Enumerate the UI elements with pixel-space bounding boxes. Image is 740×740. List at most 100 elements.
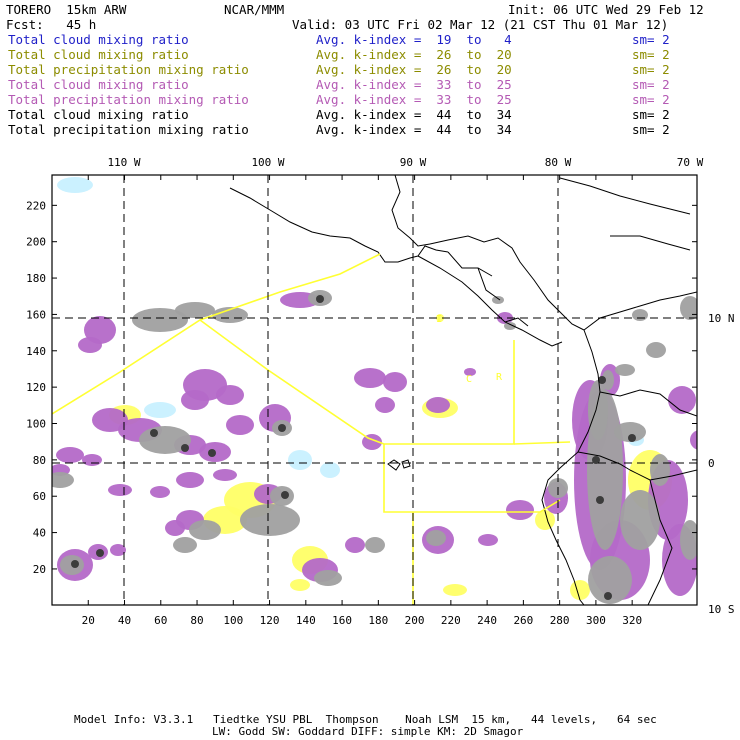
y-tick-label: 140 bbox=[26, 345, 46, 358]
purple-region bbox=[181, 390, 209, 410]
x-tick-label: 120 bbox=[260, 614, 280, 627]
latitude-label: 10 S bbox=[708, 603, 735, 616]
yellow-region bbox=[443, 584, 467, 596]
gray-region bbox=[650, 454, 670, 486]
purple-region bbox=[108, 484, 132, 496]
cuba-coast bbox=[559, 177, 691, 215]
high-kindex-core bbox=[150, 429, 158, 437]
longitude-label: 100 W bbox=[251, 156, 284, 169]
organization: NCAR/MMM bbox=[224, 2, 285, 17]
x-tick-label: 160 bbox=[332, 614, 352, 627]
gray-region bbox=[314, 570, 342, 586]
init-time: Init: 06 UTC Wed 29 Feb 12 bbox=[508, 2, 704, 17]
cloud-cyan-region bbox=[144, 402, 176, 418]
gray-region bbox=[615, 364, 635, 376]
y-tick-label: 80 bbox=[33, 454, 46, 467]
cloud-cyan-region bbox=[57, 177, 93, 193]
purple-region bbox=[78, 337, 102, 353]
legend-field: Total cloud mixing ratio bbox=[8, 77, 189, 92]
purple-region bbox=[506, 500, 534, 520]
gray-region bbox=[426, 530, 446, 546]
gray-region bbox=[175, 302, 215, 318]
ecuador-border bbox=[577, 451, 631, 471]
legend-kindex: Avg. k-index = 19 to 4 bbox=[316, 32, 512, 47]
x-tick-label: 100 bbox=[223, 614, 243, 627]
gray-region bbox=[132, 308, 188, 332]
border-guatemala bbox=[417, 245, 449, 257]
gray-region bbox=[588, 380, 608, 440]
gray-region bbox=[646, 342, 666, 358]
high-kindex-core bbox=[96, 549, 104, 557]
high-kindex-core bbox=[316, 295, 324, 303]
gray-region bbox=[52, 472, 74, 488]
high-kindex-core bbox=[592, 456, 600, 464]
colombia-border bbox=[599, 389, 697, 417]
y-tick-label: 180 bbox=[26, 272, 46, 285]
sa-west-coast bbox=[541, 329, 601, 605]
graticule bbox=[52, 175, 697, 605]
y-tick-label: 20 bbox=[33, 563, 46, 576]
subregion-boundary bbox=[52, 253, 571, 605]
x-tick-label: 260 bbox=[513, 614, 533, 627]
model-name: TORERO 15km ARW bbox=[6, 2, 127, 17]
high-kindex-cores-layer bbox=[71, 295, 636, 600]
high-kindex-core bbox=[281, 491, 289, 499]
x-tick-label: 20 bbox=[82, 614, 95, 627]
purple-region bbox=[176, 472, 204, 488]
high-kindex-core bbox=[628, 434, 636, 442]
cloud-cyan-region bbox=[288, 450, 312, 470]
yucatan-coastline bbox=[391, 175, 431, 247]
high-kindex-core bbox=[208, 449, 216, 457]
purple-region bbox=[478, 534, 498, 546]
gray-region bbox=[680, 520, 697, 560]
high-kindex-core bbox=[278, 424, 286, 432]
galapagos bbox=[387, 459, 411, 471]
longitude-label: 70 W bbox=[677, 156, 704, 169]
legend-field: Total cloud mixing ratio bbox=[8, 107, 189, 122]
purple-region bbox=[110, 544, 126, 556]
gray-region bbox=[602, 370, 614, 390]
yellow-region bbox=[290, 579, 310, 591]
x-tick-label: 60 bbox=[154, 614, 167, 627]
gray-region bbox=[492, 296, 504, 304]
purple-region bbox=[668, 386, 696, 414]
gray-region bbox=[173, 537, 197, 553]
x-tick-label: 140 bbox=[296, 614, 316, 627]
purple-region bbox=[92, 408, 128, 432]
legend-field: Total precipitation mixing ratio bbox=[8, 122, 249, 137]
purple-region bbox=[464, 368, 476, 376]
valid-time: Valid: 03 UTC Fri 02 Mar 12 (21 CST Thu … bbox=[292, 17, 669, 32]
caribbean-coastline bbox=[429, 235, 585, 331]
x-tick-label: 300 bbox=[586, 614, 606, 627]
gray-region bbox=[614, 422, 646, 442]
legend-kindex: Avg. k-index = 44 to 34 bbox=[316, 122, 512, 137]
purple-region bbox=[226, 415, 254, 435]
y-tick-label: 60 bbox=[33, 490, 46, 503]
region-letter: C bbox=[466, 374, 472, 385]
legend-sm: sm= 2 bbox=[632, 32, 670, 47]
purple-region bbox=[345, 537, 365, 553]
gray-region bbox=[240, 504, 300, 536]
forecast-hour: Fcst: 45 h bbox=[6, 17, 97, 32]
legend-kindex: Avg. k-index = 26 to 20 bbox=[316, 62, 512, 77]
legend-sm: sm= 2 bbox=[632, 62, 670, 77]
border-costarica bbox=[504, 317, 529, 327]
longitude-label: 90 W bbox=[400, 156, 427, 169]
y-tick-label: 100 bbox=[26, 418, 46, 431]
footer-physics: LW: Godd SW: Goddard DIFF: simple KM: 2D… bbox=[212, 725, 524, 738]
yellow-region bbox=[570, 580, 590, 600]
legend-kindex: Avg. k-index = 33 to 25 bbox=[316, 92, 512, 107]
purple-region bbox=[84, 316, 116, 344]
legend-sm: sm= 2 bbox=[632, 47, 670, 62]
border-honduras bbox=[447, 251, 493, 277]
y-tick-label: 220 bbox=[26, 199, 46, 212]
y-tick-label: 120 bbox=[26, 381, 46, 394]
gray-region bbox=[212, 307, 248, 323]
y-tick-label: 160 bbox=[26, 308, 46, 321]
legend-sm: sm= 2 bbox=[632, 107, 670, 122]
legend-sm: sm= 2 bbox=[632, 122, 670, 137]
brazil-border bbox=[647, 479, 673, 605]
purple-region bbox=[354, 368, 386, 388]
latitude-label: 0 bbox=[708, 457, 715, 470]
